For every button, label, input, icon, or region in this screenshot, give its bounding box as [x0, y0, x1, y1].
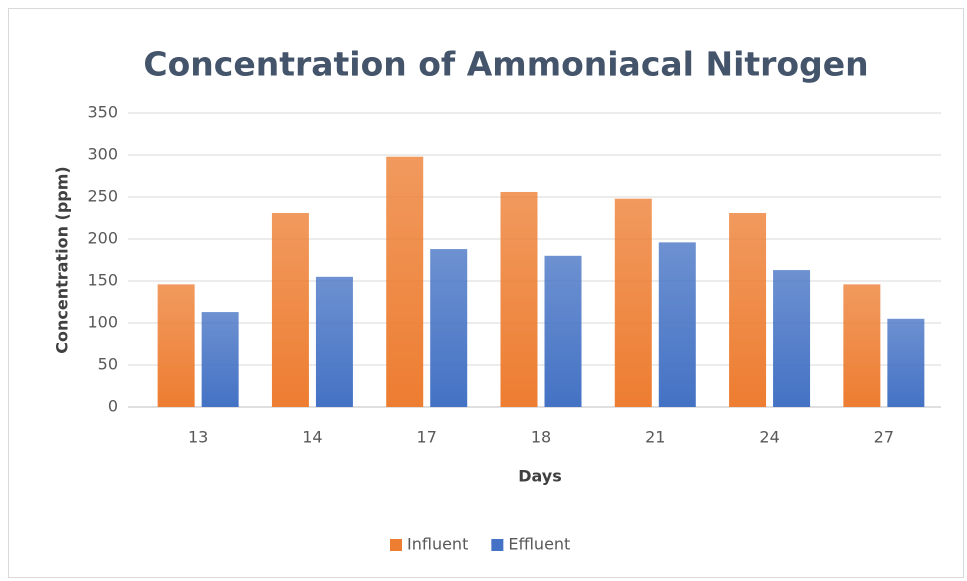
x-axis-title: Days	[518, 467, 562, 486]
legend-label: Influent	[407, 535, 468, 554]
chart-title: Concentration of Ammoniacal Nitrogen	[143, 45, 868, 84]
y-tick-label: 150	[87, 271, 118, 290]
x-tick-label: 17	[417, 428, 437, 447]
x-tick-label: 27	[874, 428, 894, 447]
y-tick-label: 100	[87, 313, 118, 332]
bar	[843, 284, 881, 407]
x-tick-label: 14	[302, 428, 322, 447]
y-tick-label: 250	[87, 187, 118, 206]
y-tick-label: 300	[87, 145, 118, 164]
bar	[430, 249, 468, 407]
y-tick-label: 200	[87, 229, 118, 248]
y-tick-label: 0	[108, 397, 118, 416]
bar	[315, 276, 353, 407]
bar	[201, 312, 239, 407]
y-axis-title: Concentration (ppm)	[53, 166, 72, 353]
bar	[386, 156, 424, 407]
bar	[500, 191, 538, 407]
x-tick-label: 18	[531, 428, 551, 447]
bar	[773, 270, 811, 407]
bar	[887, 318, 925, 407]
bar	[271, 212, 309, 407]
bar	[614, 198, 652, 407]
x-tick-label: 21	[645, 428, 665, 447]
legend-swatch	[390, 539, 402, 551]
x-tick-label: 13	[188, 428, 208, 447]
chart-border	[8, 8, 964, 578]
y-tick-label: 50	[98, 355, 118, 374]
bar	[729, 212, 767, 407]
x-tick-label: 24	[759, 428, 779, 447]
y-tick-label: 350	[87, 103, 118, 122]
legend-label: Effluent	[508, 535, 570, 554]
legend-swatch	[491, 539, 504, 551]
bar	[658, 242, 696, 407]
bar	[544, 255, 582, 407]
bar	[157, 284, 195, 407]
